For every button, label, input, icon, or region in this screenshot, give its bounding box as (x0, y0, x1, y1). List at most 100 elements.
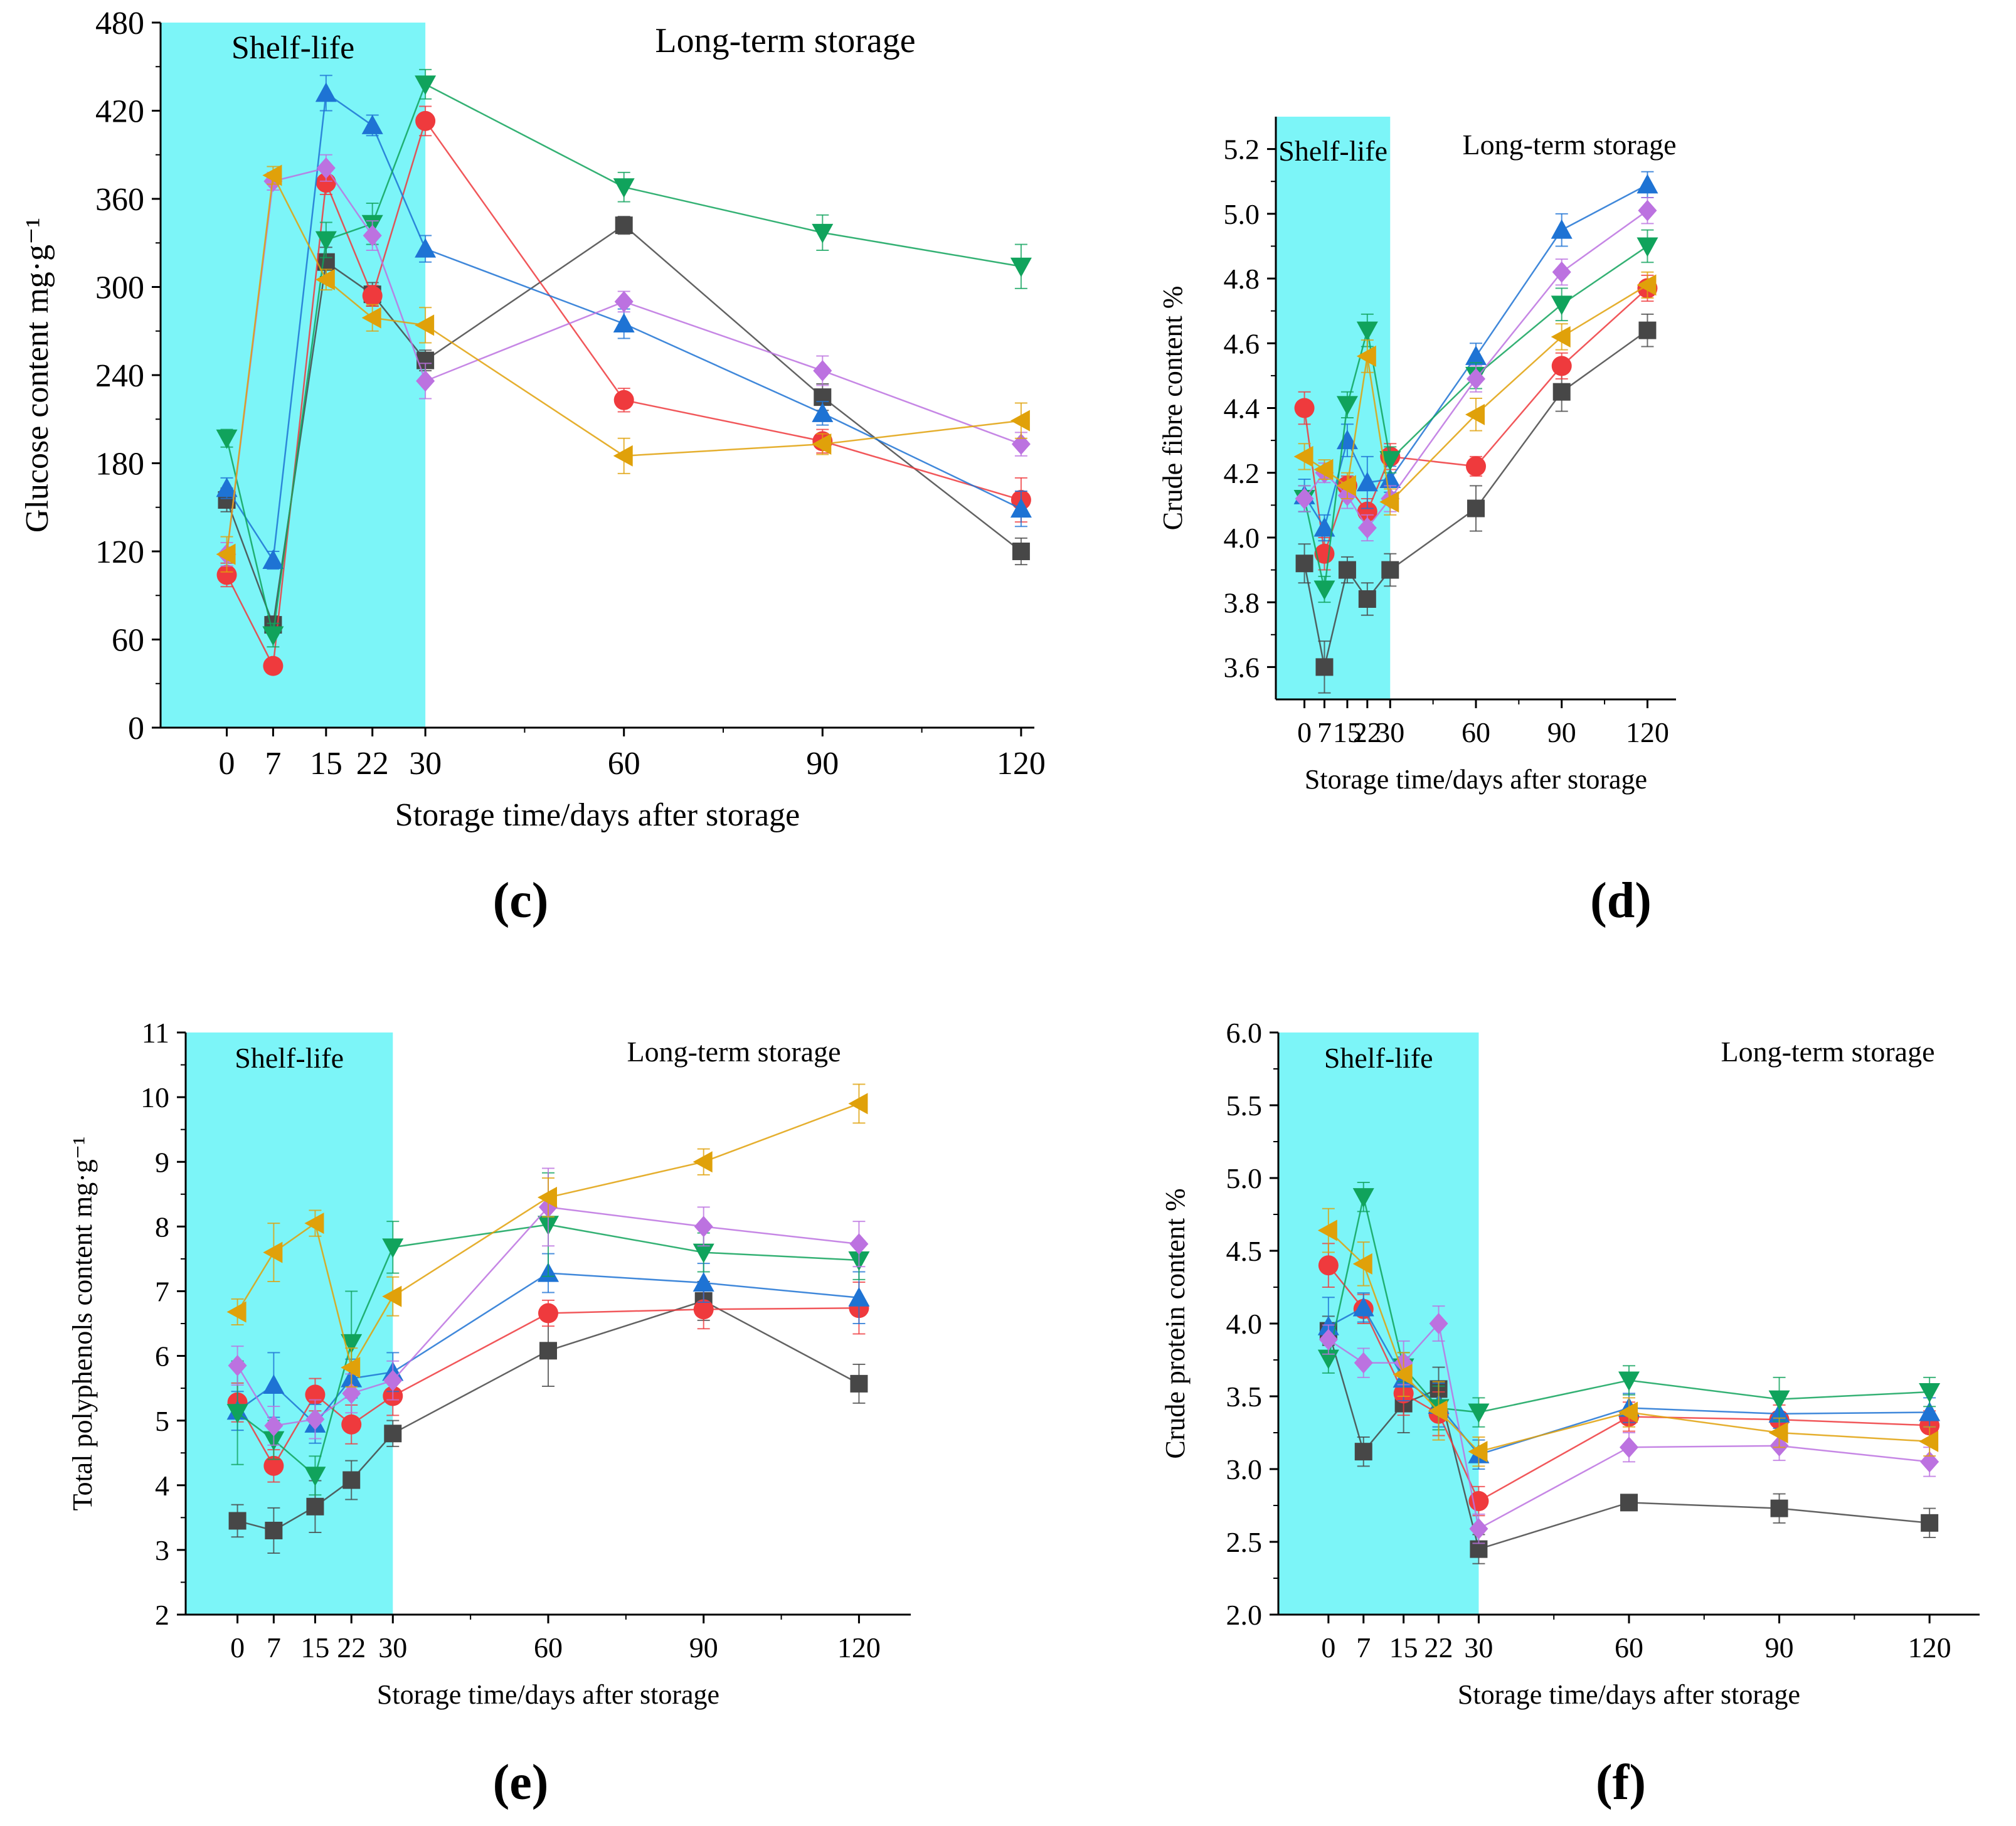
data-point-square (615, 216, 633, 235)
y-tick-label: 2 (155, 1599, 169, 1631)
data-point-down (382, 1238, 404, 1258)
y-tick-label: 11 (142, 1017, 169, 1049)
data-point-up (692, 1272, 714, 1292)
data-point-left (226, 1301, 247, 1323)
data-point-circle (1551, 356, 1572, 376)
data-point-left (216, 543, 236, 565)
panel-label: (d) (1590, 873, 1652, 928)
data-point-down (262, 626, 284, 646)
data-point-diamond (813, 359, 832, 381)
data-point-circle (1466, 456, 1486, 477)
data-point-down (1352, 1188, 1374, 1208)
x-axis-title: Storage time/days after storage (395, 797, 800, 833)
y-tick-label: 4.8 (1224, 263, 1260, 295)
data-point-circle (693, 1299, 714, 1320)
x-tick-label: 60 (534, 1632, 563, 1664)
data-point-diamond (1638, 199, 1657, 221)
data-point-square (1315, 658, 1334, 676)
shelf-life-label: Shelf-life (235, 1042, 344, 1074)
x-tick-label: 120 (1908, 1632, 1951, 1664)
y-tick-label: 240 (95, 358, 144, 394)
y-tick-label: 10 (141, 1081, 169, 1113)
data-point-down (304, 1467, 326, 1487)
data-point-down (315, 231, 337, 251)
series-line (226, 119, 1022, 669)
data-point-square (228, 1512, 247, 1530)
data-point-diamond (342, 1383, 361, 1404)
x-tick-label: 90 (689, 1632, 718, 1664)
panel-label: (e) (493, 1755, 549, 1810)
shelf-life-label: Shelf-life (231, 30, 354, 66)
y-tick-label: 420 (95, 94, 144, 130)
data-point-up (1637, 174, 1658, 194)
data-point-left (304, 1213, 324, 1234)
x-tick-label: 7 (265, 746, 281, 782)
data-point-circle (263, 1455, 284, 1476)
data-point-down (1637, 237, 1658, 257)
shelf-life-label: Shelf-life (1324, 1042, 1433, 1074)
series-diamond (228, 1167, 869, 1446)
data-point-down (415, 75, 437, 95)
y-tick-label: 3.5 (1226, 1381, 1263, 1413)
long-term-storage-label: Long-term storage (655, 21, 915, 60)
data-point-down (1336, 396, 1358, 416)
x-tick-label: 60 (1615, 1632, 1643, 1664)
series-left (226, 1083, 868, 1388)
data-point-square (1381, 561, 1399, 579)
series-line (236, 1307, 859, 1468)
data-point-up (216, 477, 238, 497)
data-point-circle (263, 656, 284, 676)
shelf-life-region (161, 23, 426, 728)
data-point-square (1921, 1514, 1939, 1532)
data-point-up (812, 402, 834, 422)
shelf-life-region (1278, 1032, 1479, 1615)
data-point-square (1012, 543, 1030, 560)
y-tick-label: 0 (128, 711, 144, 746)
y-tick-label: 2.5 (1226, 1526, 1263, 1558)
x-tick-label: 22 (1353, 716, 1382, 748)
data-point-left (1313, 459, 1334, 480)
x-tick-label: 15 (1333, 716, 1362, 748)
data-point-left (538, 1186, 557, 1208)
series-line (1303, 329, 1648, 667)
data-point-diamond (264, 1415, 284, 1436)
series-line (226, 83, 1022, 635)
data-point-circle (613, 390, 634, 410)
data-point-square (850, 1374, 868, 1393)
long-term-storage-label: Long-term storage (1462, 129, 1676, 161)
chart-panel-f: 2.0 2.5 3.0 3.5 4.0 4.5 5.0 5.5 6.0 0 7 15 22 30 60 90 1… (1160, 1017, 1980, 1810)
data-point-square (1295, 555, 1313, 573)
x-tick-label: 120 (1626, 716, 1669, 748)
data-point-square (265, 1521, 283, 1539)
data-point-left (263, 1241, 283, 1263)
y-tick-label: 5.2 (1224, 134, 1260, 166)
series-line (226, 173, 1022, 555)
data-point-left (1637, 274, 1657, 296)
data-point-square (342, 1471, 361, 1489)
data-point-down (1010, 257, 1032, 277)
data-point-left (341, 1357, 361, 1379)
series-line (1327, 1229, 1930, 1453)
series-circle (227, 1282, 869, 1483)
y-tick-label: 3 (155, 1534, 169, 1566)
series-line (1303, 245, 1648, 590)
x-tick-label: 7 (1317, 716, 1332, 748)
x-tick-label: 15 (300, 1632, 329, 1664)
data-point-circle (415, 110, 436, 131)
series-left (216, 164, 1030, 573)
y-tick-label: 4 (155, 1470, 169, 1502)
series-up (216, 75, 1032, 570)
data-point-diamond (1469, 1518, 1488, 1540)
x-tick-label: 90 (1547, 716, 1576, 748)
data-point-left (848, 1093, 868, 1115)
series-line (226, 167, 1022, 555)
y-tick-label: 9 (155, 1146, 169, 1178)
y-axis-title: Glucose content mg·g⁻¹ (19, 218, 55, 533)
data-point-square (539, 1342, 557, 1360)
y-tick-label: 4.4 (1224, 393, 1260, 425)
data-point-left (361, 307, 381, 329)
data-point-down (1551, 295, 1573, 316)
data-point-diamond (1552, 261, 1571, 283)
y-tick-label: 60 (112, 623, 144, 659)
data-point-up (1551, 219, 1573, 239)
